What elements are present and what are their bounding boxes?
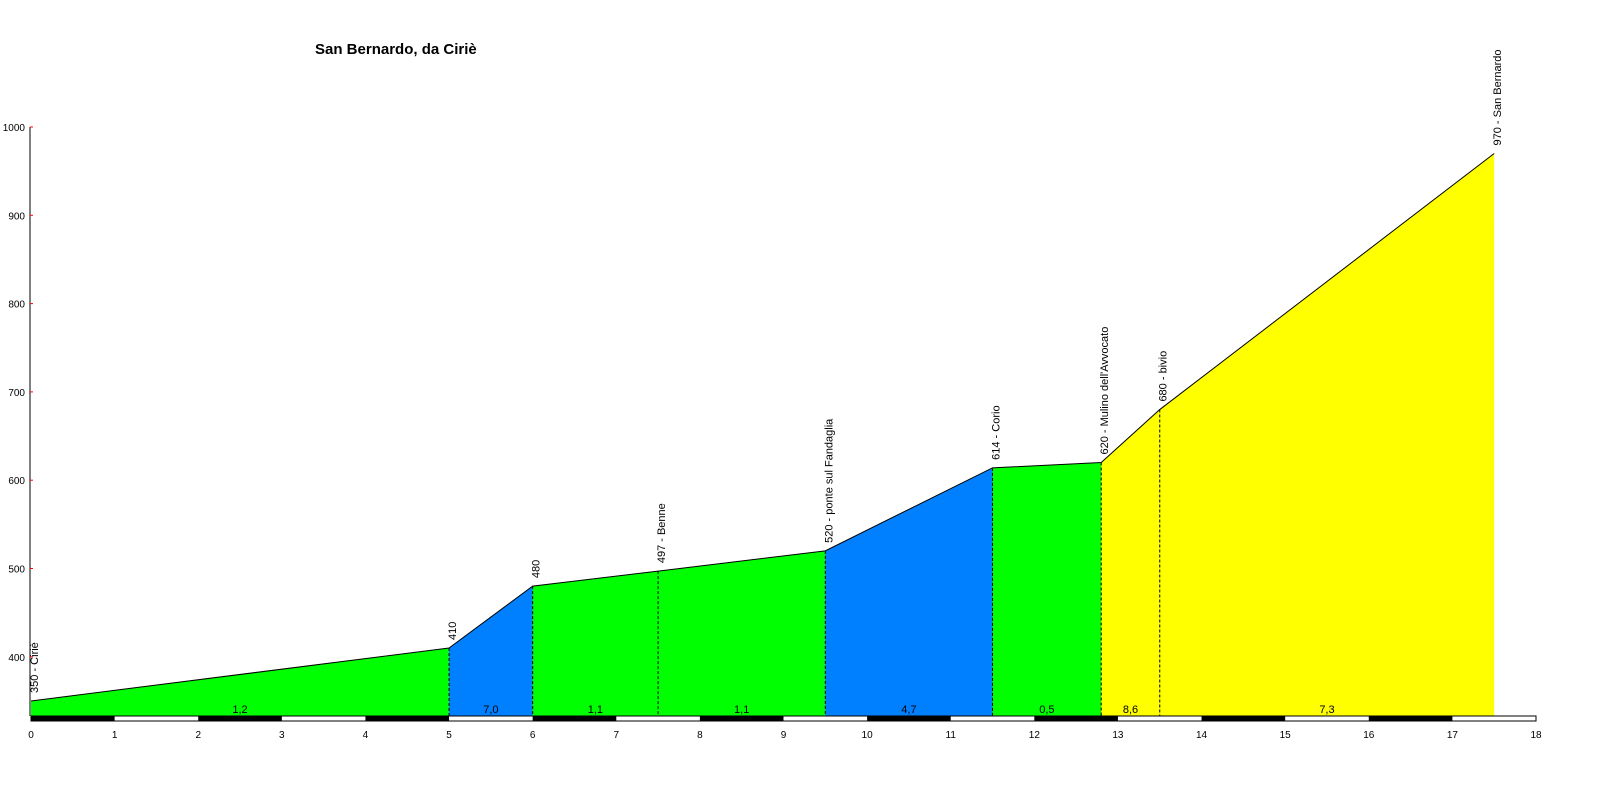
scale-bar-block [365,716,450,721]
x-tick-label: 8 [697,730,703,741]
x-tick-label: 4 [363,730,369,741]
segment-area [825,467,993,716]
y-tick-label: 1000 [3,123,26,134]
waypoint-label: 497 - Benne [656,503,668,563]
x-tick-label: 18 [1530,730,1542,741]
x-tick-label: 11 [946,730,957,741]
x-tick-label: 0 [28,730,34,741]
segment-area [532,571,659,716]
scale-bar-block [1034,716,1118,721]
segment-area [31,647,450,716]
scale-bar-block [198,716,282,721]
segment-gradient-label: 0,5 [1039,704,1054,716]
x-tick-label: 16 [1363,730,1375,741]
x-tick-label: 6 [530,730,536,741]
x-tick-label: 5 [446,730,452,741]
x-tick-label: 10 [862,730,874,741]
segment-gradient-label: 7,0 [483,704,498,716]
segment-area [1159,153,1495,717]
scale-bar-block [867,716,951,721]
segment-area [992,462,1102,716]
scale-bar-block [699,716,784,721]
scale-bar-block [31,716,115,721]
y-tick-label: 800 [8,300,25,311]
segment-gradient-label: 1,1 [588,704,603,716]
x-tick-label: 7 [613,730,619,741]
segment-gradient-label: 8,6 [1123,704,1138,716]
waypoint-label: 680 - bivio [1158,351,1170,402]
segment-area [1101,409,1160,716]
scale-bar-block [532,716,617,721]
y-tick-label: 400 [8,653,25,664]
y-tick-label: 500 [8,565,25,576]
scale-bar-block [1201,716,1286,721]
x-tick-label: 14 [1196,730,1208,741]
x-tick-label: 3 [279,730,285,741]
y-tick-label: 600 [8,476,25,487]
waypoint-label: 970 - San Bernardo [1492,49,1504,145]
x-tick-label: 17 [1447,730,1459,741]
segment-gradient-label: 7,3 [1319,704,1334,716]
x-tick-label: 9 [781,730,787,741]
x-tick-label: 12 [1029,730,1041,741]
waypoint-label: 480 [531,560,543,578]
waypoint-label: 620 - Mulino dell'Avvocato [1099,327,1111,455]
chart-title: San Bernardo, da Ciriè [315,41,477,58]
waypoint-label: 520 - ponte sul Fandaglia [823,418,835,543]
x-tick-label: 2 [195,730,201,741]
scale-bar-block [1368,716,1453,721]
x-tick-label: 13 [1112,730,1124,741]
x-tick-label: 1 [112,730,118,741]
x-tick-label: 15 [1280,730,1292,741]
segment-area [658,550,826,716]
segment-area [449,586,533,716]
waypoint-label: 410 [447,622,459,640]
y-tick-label: 700 [8,388,25,399]
segment-gradient-label: 1,2 [232,704,247,716]
segment-gradient-label: 1,1 [734,704,749,716]
waypoint-label: 614 - Corio [991,405,1003,459]
y-tick-label: 900 [8,211,25,222]
waypoint-label: 350 - Ciriè [29,642,41,693]
segment-gradient-label: 4,7 [901,704,916,716]
